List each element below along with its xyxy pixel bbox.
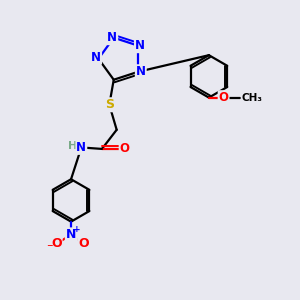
Text: N: N [135, 39, 145, 52]
Text: N: N [76, 141, 86, 154]
Text: N: N [136, 65, 146, 78]
Text: +: + [73, 224, 80, 233]
Text: N: N [107, 31, 117, 44]
Text: CH₃: CH₃ [241, 93, 262, 103]
Text: ⁻: ⁻ [46, 242, 53, 255]
Text: N: N [91, 51, 101, 64]
Text: N: N [66, 228, 76, 242]
Text: H: H [68, 141, 78, 151]
Text: O: O [78, 237, 89, 250]
Text: S: S [105, 98, 114, 111]
Text: O: O [120, 142, 130, 155]
Text: O: O [51, 237, 62, 250]
Text: O: O [219, 91, 229, 104]
